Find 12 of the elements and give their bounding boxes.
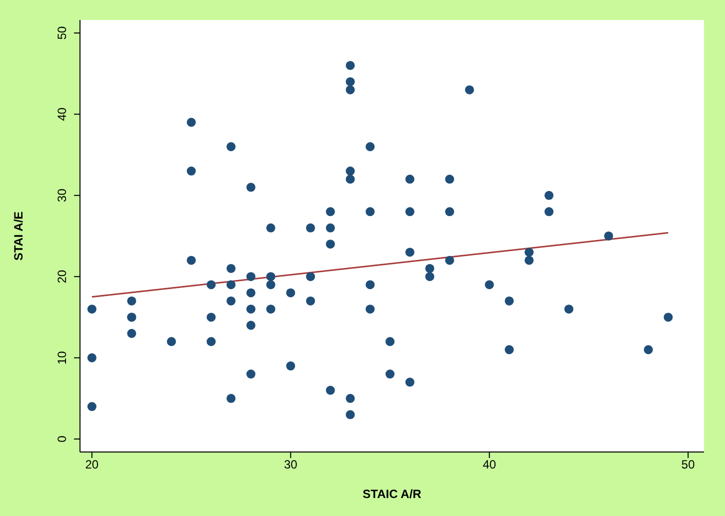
x-axis-title: STAIC A/R	[362, 487, 422, 501]
y-tick-label: 0	[55, 435, 69, 442]
x-tick-label: 20	[85, 458, 99, 472]
y-tick-label: 40	[55, 107, 69, 121]
y-tick-label: 10	[55, 350, 69, 364]
y-tick-label: 20	[55, 270, 69, 284]
y-axis-title: STAI A/E	[11, 211, 26, 261]
y-tick-label: 50	[55, 26, 69, 40]
x-tick-label: 40	[482, 458, 496, 472]
x-tick-label: 50	[681, 458, 696, 472]
y-tick-label: 30	[55, 188, 69, 202]
x-tick-label: 30	[284, 458, 298, 472]
